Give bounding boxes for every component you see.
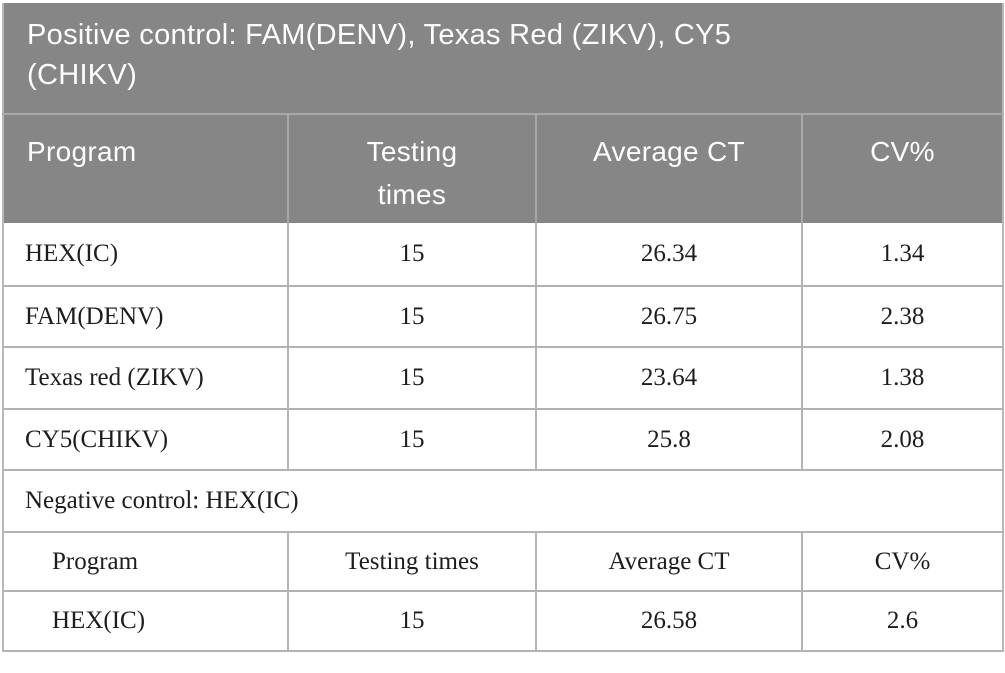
neg-column-header-cv-percent: CV% xyxy=(800,532,1004,592)
table-row: HEX(IC) 15 26.58 2.6 xyxy=(3,591,1004,652)
cell-testing-times: 15 xyxy=(287,223,536,287)
positive-header-row: Program Testing times Average CT CV% xyxy=(3,114,1004,223)
cell-testing-times: 15 xyxy=(287,591,536,652)
table-row: Texas red (ZIKV) 15 23.64 1.38 xyxy=(3,347,1004,410)
cell-average-ct: 25.8 xyxy=(535,409,802,471)
cell-cv-percent: 2.6 xyxy=(800,591,1004,652)
column-header-testing-times: Testing times xyxy=(287,114,536,223)
cell-cv-percent: 1.34 xyxy=(800,223,1004,287)
negative-control-title: Negative control: HEX(IC) xyxy=(3,470,1004,533)
cell-program: Texas red (ZIKV) xyxy=(3,347,288,410)
table-row: CY5(CHIKV) 15 25.8 2.08 xyxy=(3,409,1004,471)
cell-testing-times: 15 xyxy=(287,347,536,410)
positive-control-title: Positive control: FAM(DENV), Texas Red (… xyxy=(3,3,1004,115)
neg-column-header-testing-times: Testing times xyxy=(287,532,536,592)
negative-header-row: Program Testing times Average CT CV% xyxy=(3,532,1004,592)
table-row: HEX(IC) 15 26.34 1.34 xyxy=(3,223,1004,287)
column-header-program: Program xyxy=(3,114,288,223)
column-header-average-ct: Average CT xyxy=(535,114,802,223)
table-row: FAM(DENV) 15 26.75 2.38 xyxy=(3,286,1004,348)
cell-program: CY5(CHIKV) xyxy=(3,409,288,471)
neg-column-header-average-ct: Average CT xyxy=(535,532,802,592)
cell-cv-percent: 2.08 xyxy=(800,409,1004,471)
cell-program: FAM(DENV) xyxy=(3,286,288,348)
cell-average-ct: 26.34 xyxy=(535,223,802,287)
column-header-cv-percent: CV% xyxy=(800,114,1004,223)
positive-banner-row: Positive control: FAM(DENV), Texas Red (… xyxy=(3,3,1004,115)
neg-column-header-program: Program xyxy=(3,532,288,592)
cell-program: HEX(IC) xyxy=(3,223,288,287)
cell-average-ct: 23.64 xyxy=(535,347,802,410)
cell-cv-percent: 1.38 xyxy=(800,347,1004,410)
results-table: Positive control: FAM(DENV), Texas Red (… xyxy=(2,3,1005,652)
cell-testing-times: 15 xyxy=(287,286,536,348)
cell-average-ct: 26.58 xyxy=(535,591,802,652)
cell-average-ct: 26.75 xyxy=(535,286,802,348)
cell-cv-percent: 2.38 xyxy=(800,286,1004,348)
cell-program: HEX(IC) xyxy=(3,591,288,652)
cell-testing-times: 15 xyxy=(287,409,536,471)
negative-banner-row: Negative control: HEX(IC) xyxy=(3,470,1004,533)
